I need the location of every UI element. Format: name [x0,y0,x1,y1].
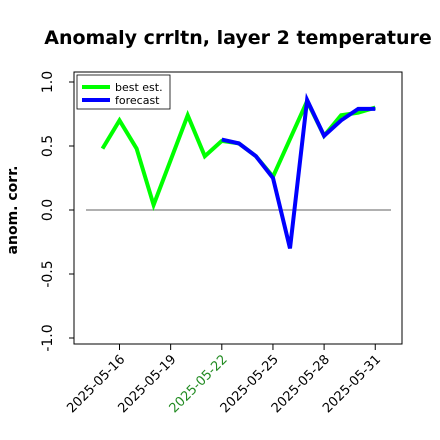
y-tick-label: 0.0 [40,199,56,221]
x-axis: 2025-05-162025-05-192025-05-222025-05-25… [64,344,384,416]
y-tick-label: -1.0 [40,324,56,351]
chart-title: Anomaly crrltn, layer 2 temperature [44,27,432,49]
y-axis-label: anom. corr. [5,166,21,255]
y-tick-label: 1.0 [40,71,56,93]
legend-label-best-est: best est. [115,81,163,94]
y-tick-label: -0.5 [40,260,56,287]
legend-box [76,74,171,110]
legend: best est. forecast [76,74,171,110]
legend-label-forecast: forecast [115,94,160,107]
y-tick-label: 0.5 [40,135,56,157]
y-axis: 1.0 0.5 0.0 -0.5 -1.0 [40,71,74,352]
series-layer [100,92,376,249]
series-line-forecast [221,92,376,249]
